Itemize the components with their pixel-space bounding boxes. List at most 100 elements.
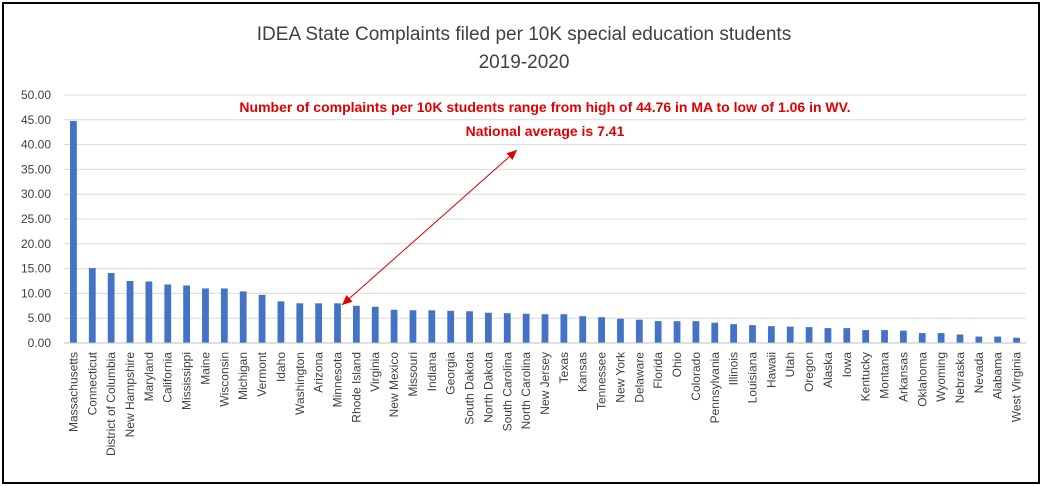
bar-alaska <box>824 328 832 343</box>
arrow-head-bottom <box>342 295 353 305</box>
x-tick-label: New Jersey <box>538 352 552 415</box>
x-tick-label: Louisiana <box>745 352 759 404</box>
bar-maine <box>202 288 209 343</box>
x-axis-ticks: Massachusetts Connecticut District of Colu… <box>66 351 1023 456</box>
x-tick-label: Utah <box>783 352 797 377</box>
bar-georgia <box>447 310 455 343</box>
annotation-range: Number of complaints per 10K students ra… <box>239 99 850 115</box>
x-tick-label: Tennessee <box>595 352 609 410</box>
y-tick-label: 25.00 <box>21 212 51 226</box>
chart-svg: IDEA State Complaints filed per 10K spec… <box>21 24 1026 456</box>
bar-delaware <box>635 319 643 343</box>
x-tick-label: Delaware <box>632 352 646 403</box>
x-tick-label: Oregon <box>802 352 816 392</box>
x-tick-label: Wyoming <box>934 352 948 402</box>
bar-new-hampshire <box>126 281 134 343</box>
bar-north-dakota <box>485 312 492 343</box>
bar-new-york <box>617 318 624 343</box>
bar-idaho <box>277 301 285 343</box>
x-tick-label: Nevada <box>972 352 986 394</box>
y-axis-ticks: 0.00 5.00 10.00 15.00 20.00 25.00 30.00 35.00 40… <box>21 88 51 350</box>
bar-washington <box>296 303 304 343</box>
y-tick-label: 0.00 <box>28 336 52 350</box>
x-tick-label: Hawaii <box>764 352 778 388</box>
bar-vermont <box>258 294 266 343</box>
x-tick-label: Illinois <box>727 352 741 385</box>
x-tick-label: Maryland <box>142 352 156 401</box>
bar-alabama <box>994 336 1002 343</box>
x-tick-label: Arizona <box>312 352 326 393</box>
y-tick-label: 45.00 <box>21 113 51 127</box>
x-tick-label: Connecticut <box>85 351 99 415</box>
x-tick-label: South Carolina <box>500 352 514 432</box>
y-tick-label: 30.00 <box>21 187 51 201</box>
bar-wyoming <box>937 333 945 343</box>
x-tick-label: Michigan <box>236 352 250 400</box>
x-tick-label: North Dakota <box>481 352 495 423</box>
bar-louisiana <box>749 325 756 343</box>
bar-kentucky <box>862 330 870 343</box>
chart-subtitle: 2019-2020 <box>479 52 570 73</box>
bar-missouri <box>409 310 417 343</box>
y-tick-label: 20.00 <box>21 237 51 251</box>
bar-oregon <box>805 327 813 343</box>
annotation-arrow <box>341 149 518 306</box>
bar-indiana <box>428 310 436 343</box>
x-tick-label: Vermont <box>255 351 269 396</box>
bar-florida <box>654 321 662 343</box>
bar-nevada <box>975 336 983 343</box>
x-tick-label: South Dakota <box>463 352 477 425</box>
bar-new-mexico <box>390 309 398 343</box>
x-tick-label: New Hampshire <box>123 352 137 438</box>
x-tick-label: Pennsylvania <box>708 352 722 424</box>
bar-south-dakota <box>466 311 473 343</box>
x-tick-label: New York <box>613 351 627 403</box>
bar-wisconsin <box>220 288 228 343</box>
x-tick-label: Maine <box>198 352 212 385</box>
bar-iowa <box>843 328 851 343</box>
arrow-head-top <box>506 150 517 160</box>
bar-west-virginia <box>1013 337 1020 343</box>
bar-kansas <box>579 316 587 343</box>
bar-south-carolina <box>503 313 511 343</box>
x-tick-label: Indiana <box>425 352 439 392</box>
x-tick-label: West Virginia <box>1010 352 1024 423</box>
x-tick-label: Montana <box>878 352 892 399</box>
bar-ohio <box>673 321 681 343</box>
annotation-average: National average is 7.41 <box>466 123 625 139</box>
bar-illinois <box>730 324 738 343</box>
bar-tennessee <box>598 317 605 343</box>
bar-pennsylvania <box>711 322 719 343</box>
x-tick-label: Kansas <box>576 352 590 392</box>
bar-oklahoma <box>918 333 926 343</box>
y-tick-label: 5.00 <box>28 311 52 325</box>
bar-montana <box>881 330 888 343</box>
bar-texas <box>560 314 568 343</box>
x-tick-label: Kentucky <box>859 352 873 401</box>
x-tick-label: Iowa <box>840 352 854 378</box>
x-tick-label: Alabama <box>991 352 1005 400</box>
x-tick-label: North Carolina <box>519 352 533 430</box>
y-tick-label: 50.00 <box>21 88 51 102</box>
bar-michigan <box>239 291 247 343</box>
bar-colorado <box>692 321 700 343</box>
y-tick-label: 35.00 <box>21 162 51 176</box>
x-tick-label: Oklahoma <box>915 352 929 407</box>
bar-california <box>164 284 172 343</box>
x-tick-label: Ohio <box>670 352 684 378</box>
bar-north-carolina <box>522 313 530 343</box>
y-tick-label: 40.00 <box>21 138 51 152</box>
x-tick-label: Nebraska <box>953 352 967 404</box>
x-tick-label: Georgia <box>444 352 458 395</box>
bar-virginia <box>371 306 379 343</box>
x-tick-label: Alaska <box>821 352 835 388</box>
bar-rhode-island <box>352 305 360 343</box>
y-tick-label: 15.00 <box>21 262 51 276</box>
x-tick-label: Idaho <box>274 352 288 382</box>
x-tick-label: Massachusetts <box>66 352 80 432</box>
x-tick-label: Mississippi <box>180 352 194 410</box>
bar-district-of-columbia <box>107 273 115 343</box>
bar-utah <box>786 326 794 343</box>
bar-connecticut <box>88 268 96 343</box>
